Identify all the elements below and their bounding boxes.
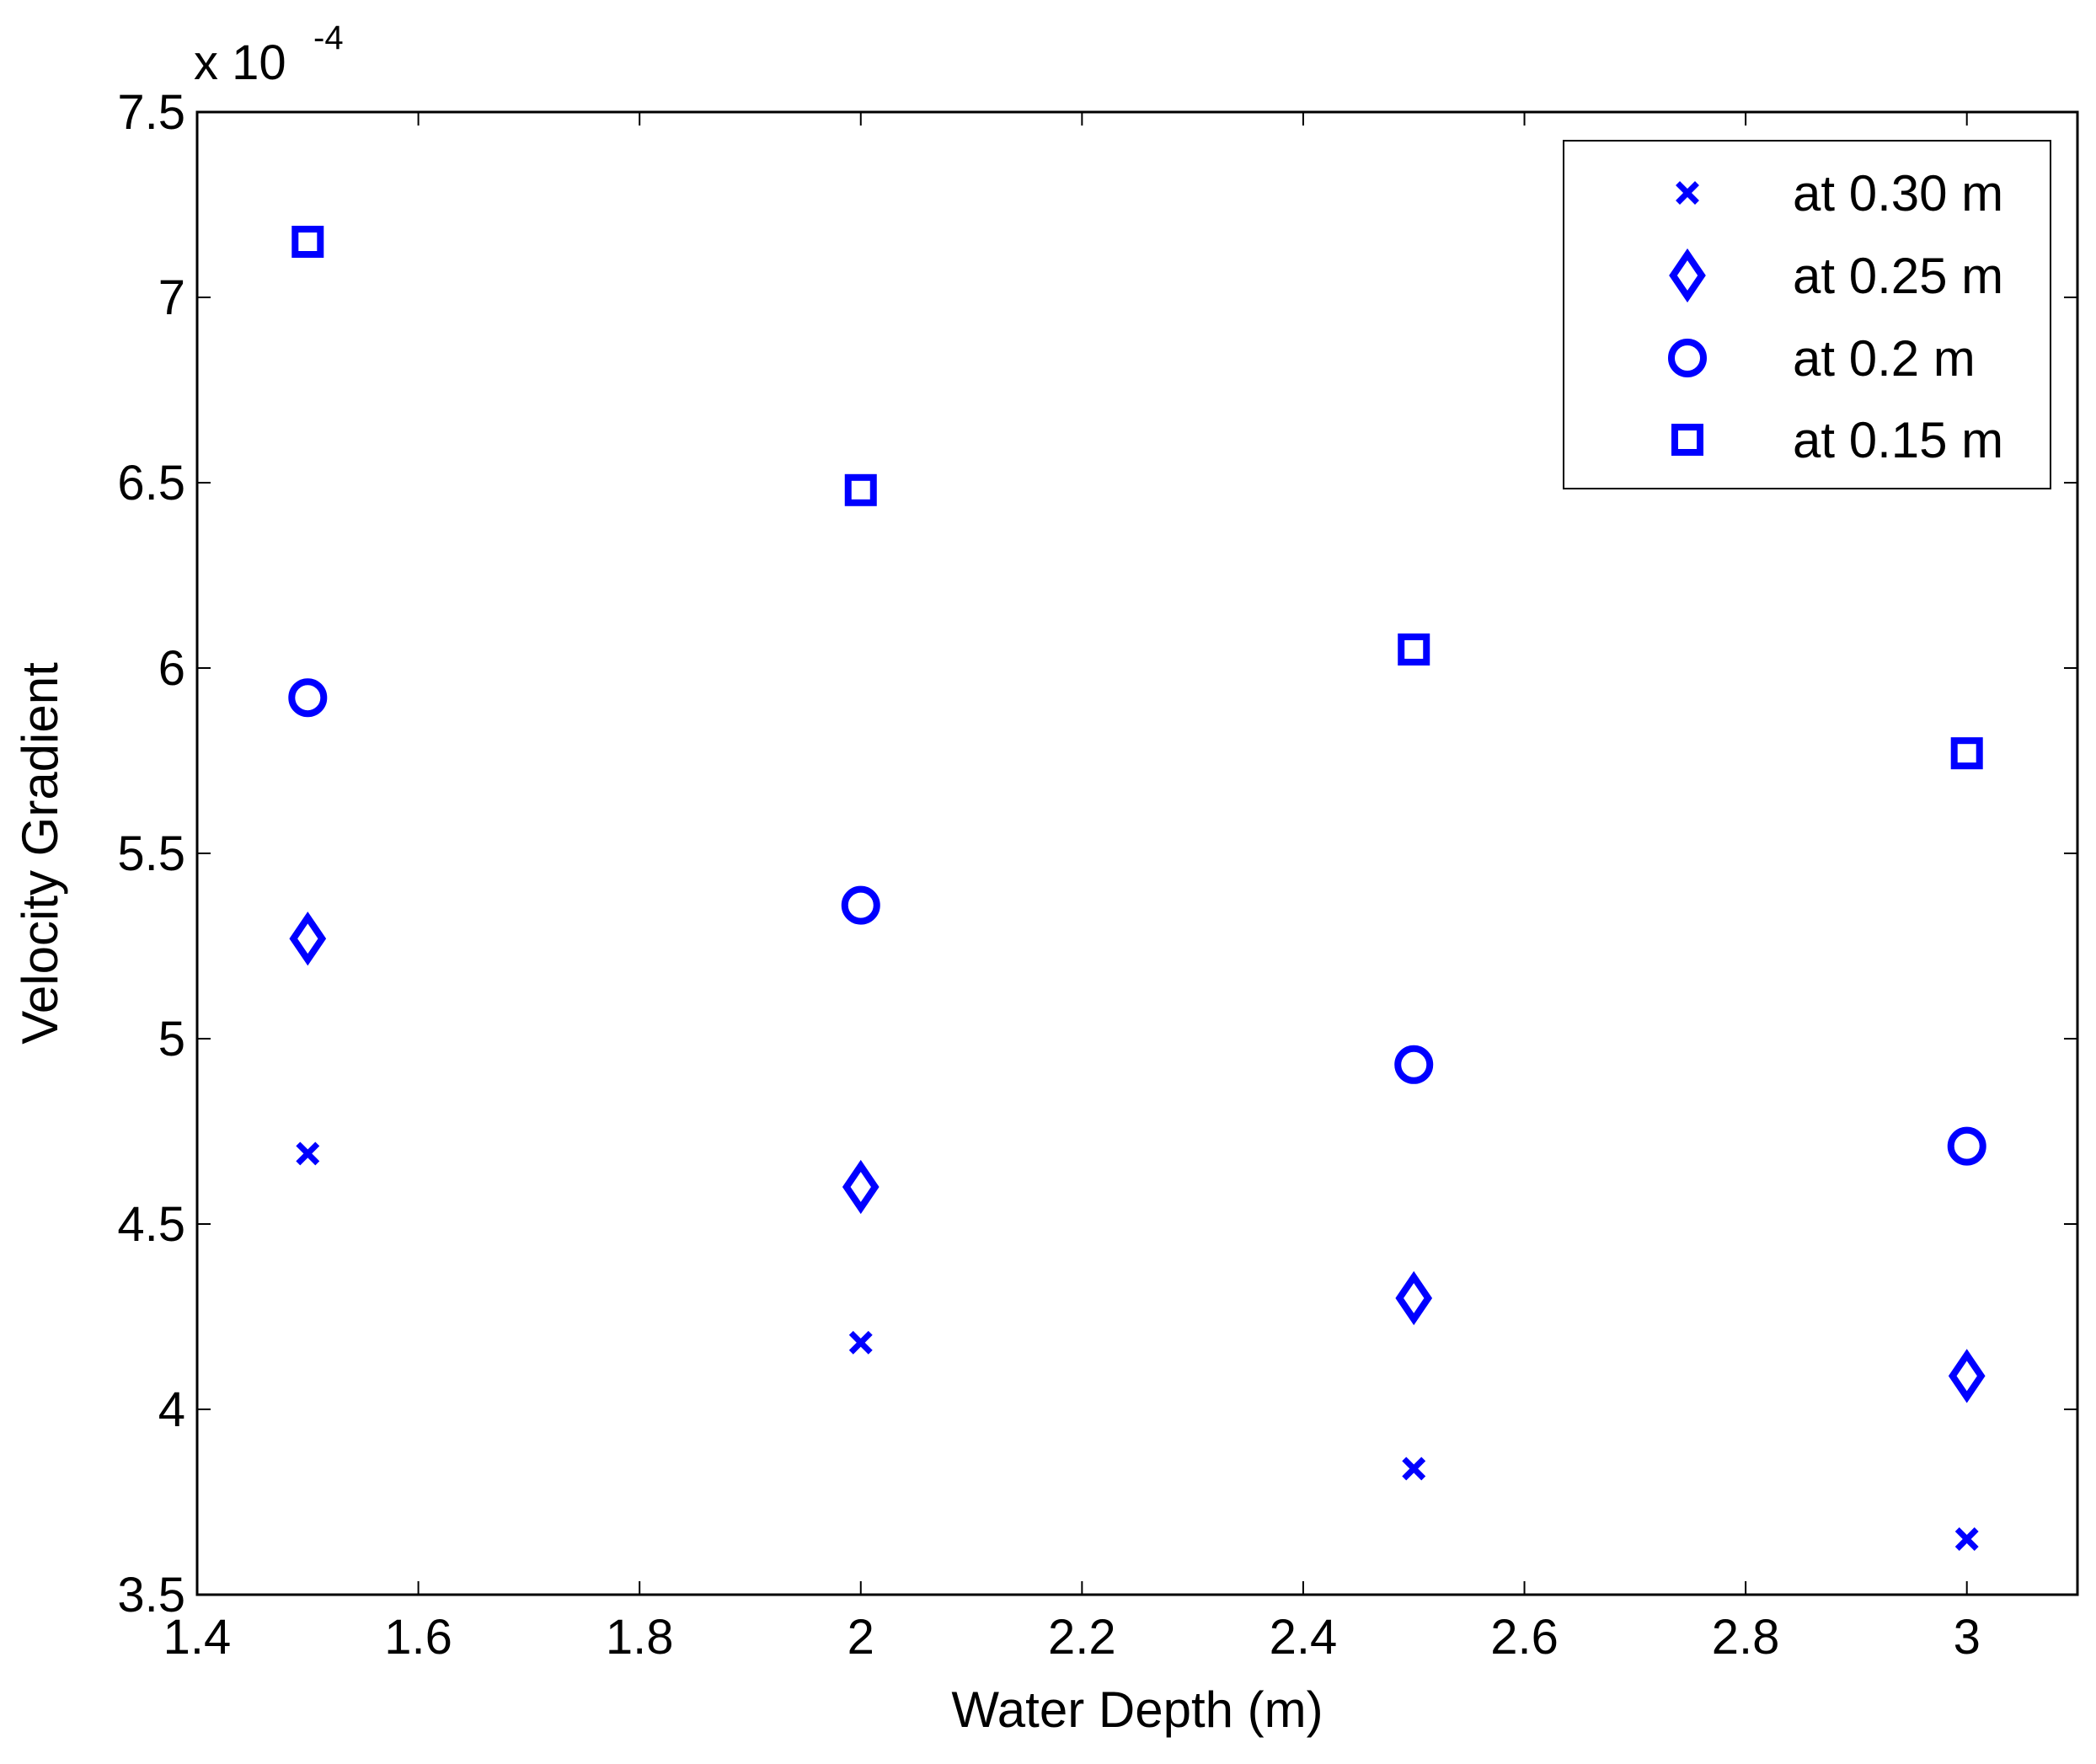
x-tick-label: 2.6 <box>1490 1610 1559 1665</box>
y-multiplier: x 10 -4 <box>194 19 344 90</box>
legend-box <box>1563 140 2051 489</box>
x-tick-label: 2 <box>847 1610 874 1665</box>
y-tick-label: 6 <box>158 641 185 696</box>
legend-diamond-icon <box>1669 248 1706 303</box>
circle-point <box>1947 1126 1986 1166</box>
x-tick-label: 1.8 <box>606 1610 674 1665</box>
y-axis-ticks: 3.5 4 4.5 5 5.5 6 6.5 7 7.5 <box>117 85 2077 1622</box>
square-point <box>291 226 324 258</box>
x-mark-point <box>296 1141 320 1166</box>
diamond-point <box>289 911 327 966</box>
legend-label: at 0.15 m <box>1793 412 2003 468</box>
y-tick-label: 5.5 <box>117 826 185 881</box>
y-tick-label: 6.5 <box>117 456 185 510</box>
x-tick-label: 2.8 <box>1712 1610 1780 1665</box>
y-tick-label: 7 <box>158 270 185 325</box>
data-markers <box>288 226 1986 1551</box>
y-tick-label: 4 <box>158 1382 185 1437</box>
y-tick-label: 3.5 <box>117 1568 185 1622</box>
y-axis-label: Velocity Gradient <box>12 662 68 1045</box>
legend-label: at 0.25 m <box>1793 248 2003 304</box>
legend-entries: at 0.30 m at 0.25 m at 0.2 m at 0.15 m <box>1668 165 2003 468</box>
x-mark-point <box>1402 1457 1426 1481</box>
x-mark-point <box>1954 1527 1979 1551</box>
x-tick-label: 2.2 <box>1048 1610 1116 1665</box>
legend-square-icon <box>1671 424 1703 456</box>
diamond-point <box>1948 1349 1986 1403</box>
legend: at 0.30 m at 0.25 m at 0.2 m at 0.15 m <box>1563 140 2051 489</box>
y-tick-label: 5 <box>158 1012 185 1066</box>
x-tick-label: 2.4 <box>1270 1610 1338 1665</box>
y-multiplier-exponent: -4 <box>313 19 344 56</box>
circle-point <box>1394 1045 1434 1084</box>
legend-label: at 0.30 m <box>1793 165 2003 222</box>
x-tick-label: 1.6 <box>384 1610 452 1665</box>
circle-point <box>288 678 328 718</box>
square-point <box>1950 737 1983 770</box>
circle-point <box>841 885 880 925</box>
x-axis-ticks: 1.4 1.6 1.8 2 2.2 2.4 2.6 2.8 3 <box>163 112 1981 1665</box>
x-tick-label: 1.4 <box>163 1610 232 1665</box>
square-point <box>844 473 877 506</box>
y-tick-label: 7.5 <box>117 85 185 140</box>
diamond-point <box>842 1159 880 1215</box>
x-axis-label: Water Depth (m) <box>951 1681 1323 1738</box>
y-multiplier-base: x 10 <box>194 35 286 90</box>
diamond-point <box>1395 1270 1433 1326</box>
x-tick-label: 3 <box>1954 1610 1981 1665</box>
legend-circle-icon <box>1668 339 1707 377</box>
legend-label: at 0.2 m <box>1793 330 1976 387</box>
x-mark-point <box>848 1330 873 1355</box>
legend-x-mark-icon <box>1676 181 1699 205</box>
y-tick-label: 4.5 <box>117 1197 185 1252</box>
square-point <box>1398 633 1430 666</box>
